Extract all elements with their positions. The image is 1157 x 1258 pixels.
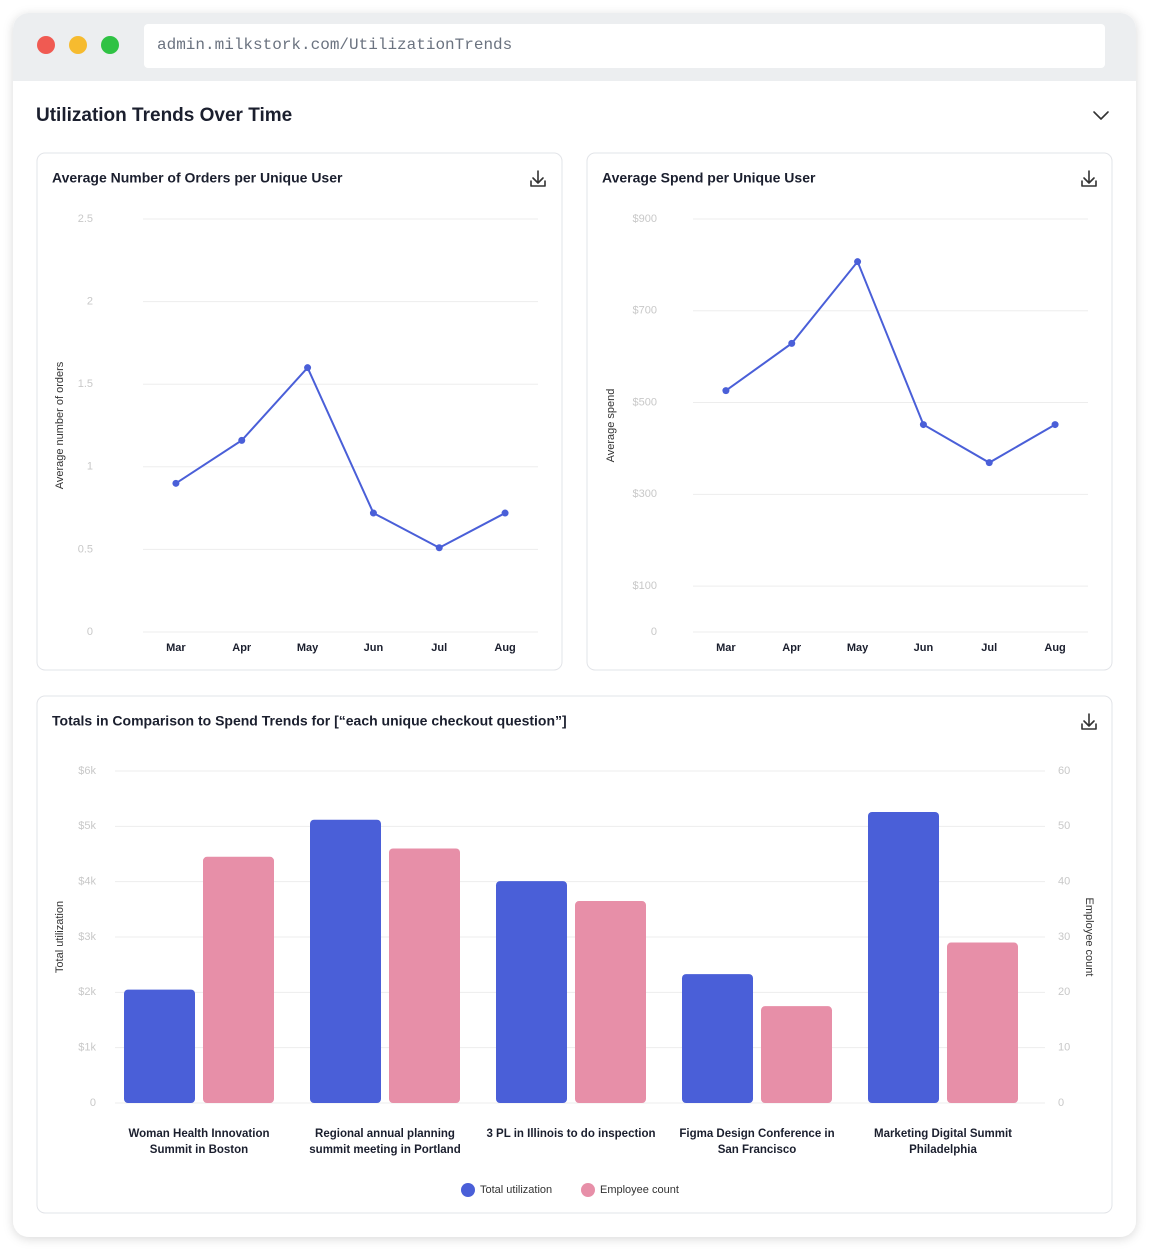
y2-axis-label: Employee count <box>1083 898 1095 977</box>
legend-label: Employee count <box>600 1184 679 1196</box>
y-tick-label: $2k <box>78 986 96 998</box>
download-icon[interactable] <box>530 170 546 187</box>
y-axis-label: Average spend <box>605 389 617 463</box>
x-tick-label: Aug <box>1044 642 1065 654</box>
y2-tick-label: 10 <box>1058 1042 1070 1054</box>
y-tick-label: $5k <box>78 820 96 832</box>
bar <box>389 848 460 1103</box>
y2-tick-label: 30 <box>1058 931 1070 943</box>
chart-title: Average Spend per Unique User <box>602 170 816 186</box>
legend-label: Total utilization <box>480 1184 552 1196</box>
y-tick-label: 1 <box>87 461 93 473</box>
section-title: Utilization Trends Over Time <box>36 105 292 126</box>
x-tick-label: May <box>297 642 319 654</box>
point <box>788 339 796 347</box>
x-tick-label: Regional annual planning summit meeting … <box>309 1128 461 1156</box>
url: admin.milkstork.com/UtilizationTrends <box>157 36 512 54</box>
chart-card <box>36 695 1113 1214</box>
y-tick-label: 0 <box>90 1097 96 1109</box>
x-tick-label-box: Regional annual planning summit meeting … <box>309 1128 461 1156</box>
x-tick-label-box: Woman Health Innovation Summit in Boston <box>128 1128 270 1156</box>
x-tick-label-box: Figma Design Conference in San Francisco <box>679 1128 835 1156</box>
y-tick-label: $3k <box>78 931 96 943</box>
point <box>172 479 180 487</box>
y-tick-label: 1.5 <box>78 378 93 390</box>
bar <box>310 819 381 1103</box>
y-tick-label: $4k <box>78 876 96 888</box>
y2-tick-label: 0 <box>1058 1097 1064 1109</box>
y2-tick-label: 60 <box>1058 765 1070 777</box>
bar <box>947 942 1018 1103</box>
legend-swatch <box>581 1183 595 1197</box>
address-bar[interactable] <box>144 24 1105 68</box>
x-tick-label: Jul <box>981 642 997 654</box>
point <box>238 436 246 444</box>
bar <box>496 881 567 1103</box>
chart-title: Average Number of Orders per Unique User <box>52 170 343 186</box>
y-tick-label: 2.5 <box>78 213 93 225</box>
point <box>435 544 443 552</box>
x-tick-label: May <box>847 642 869 654</box>
legend-swatch <box>461 1183 475 1197</box>
y-axis-label: Total utilization <box>54 901 66 973</box>
y-tick-label: $1k <box>78 1042 96 1054</box>
x-tick-label: Apr <box>232 642 252 654</box>
point <box>985 459 993 467</box>
point <box>854 258 862 266</box>
y-tick-label: $700 <box>633 305 657 317</box>
download-icon[interactable] <box>1081 170 1097 187</box>
y-tick-label: 0 <box>651 626 657 638</box>
x-tick-label: Woman Health Innovation Summit in Boston <box>128 1128 270 1156</box>
point <box>369 509 377 517</box>
point <box>1051 421 1059 429</box>
y-tick-label: $100 <box>633 580 657 592</box>
chart-card <box>586 152 1113 671</box>
y-tick-label: $500 <box>633 396 657 408</box>
y-tick-label: 2 <box>87 296 93 308</box>
x-tick-label: Jun <box>914 642 934 654</box>
x-tick-label-box: 3 PL in Illinois to do inspection <box>486 1128 656 1140</box>
y-axis-label: Average number of orders <box>54 361 66 489</box>
x-tick-label: Jul <box>431 642 447 654</box>
maximize-button[interactable] <box>101 36 119 54</box>
point <box>722 387 730 395</box>
close-button[interactable] <box>37 36 55 54</box>
x-tick-label-box: Marketing Digital Summit Philadelphia <box>873 1128 1013 1156</box>
y-tick-label: 0 <box>87 626 93 638</box>
bar <box>575 901 646 1103</box>
y-tick-label: 0.5 <box>78 543 93 555</box>
bar <box>203 856 274 1103</box>
x-tick-label: Aug <box>494 642 515 654</box>
bar <box>761 1006 832 1103</box>
y2-tick-label: 50 <box>1058 820 1070 832</box>
chart-title: Totals in Comparison to Spend Trends for… <box>52 713 567 729</box>
collapse-chevron[interactable] <box>1093 111 1109 120</box>
bar <box>124 989 195 1103</box>
point <box>304 364 312 372</box>
point <box>501 509 509 517</box>
x-tick-label: Mar <box>166 642 186 654</box>
minimize-button[interactable] <box>69 36 87 54</box>
x-tick-label: Jun <box>364 642 384 654</box>
line <box>725 259 1056 464</box>
line <box>175 365 506 549</box>
x-tick-label: Figma Design Conference in San Francisco <box>679 1128 835 1156</box>
x-tick-label: Apr <box>782 642 802 654</box>
x-tick-label: Mar <box>716 642 736 654</box>
download-icon[interactable] <box>1081 713 1097 730</box>
bar <box>682 974 753 1103</box>
chart-card <box>36 152 563 671</box>
y2-tick-label: 20 <box>1058 986 1070 998</box>
y2-tick-label: 40 <box>1058 876 1070 888</box>
y-tick-label: $900 <box>633 213 657 225</box>
y-tick-label: $6k <box>78 765 96 777</box>
x-tick-label: Marketing Digital Summit Philadelphia <box>873 1128 1013 1156</box>
point <box>919 421 927 429</box>
bar <box>868 811 939 1103</box>
y-tick-label: $300 <box>633 488 657 500</box>
x-tick-label: 3 PL in Illinois to do inspection <box>486 1128 656 1140</box>
